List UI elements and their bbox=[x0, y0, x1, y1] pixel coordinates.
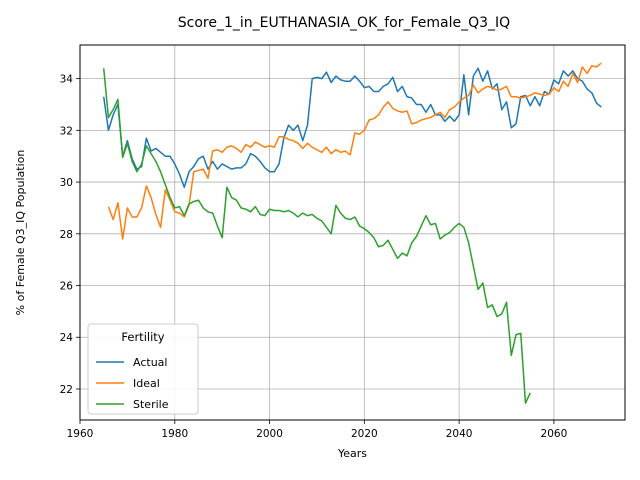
x-axis: 1960 1980 2000 2020 2040 2060 bbox=[67, 420, 568, 440]
y-tick-label: 32 bbox=[60, 125, 73, 137]
legend-label-sterile: Sterile bbox=[133, 398, 169, 411]
series-lines bbox=[102, 62, 602, 404]
series-line-sterile bbox=[102, 68, 531, 404]
x-tick-label: 1960 bbox=[67, 428, 94, 440]
legend-title: Fertility bbox=[121, 330, 164, 344]
x-tick-label: 2060 bbox=[541, 428, 568, 440]
chart-title: Score_1_in_EUTHANASIA_OK_for_Female_Q3_I… bbox=[178, 15, 510, 31]
x-axis-label: Years bbox=[337, 447, 367, 460]
y-tick-label: 22 bbox=[60, 384, 73, 396]
legend: Fertility Actual Ideal Sterile bbox=[87, 323, 199, 415]
y-tick-label: 24 bbox=[60, 332, 74, 344]
x-tick-label: 2000 bbox=[256, 428, 283, 440]
legend-label-actual: Actual bbox=[133, 356, 167, 369]
series-line-ideal bbox=[107, 62, 602, 240]
y-axis: 22 24 26 28 30 32 34 bbox=[60, 74, 80, 396]
series-line-actual bbox=[102, 67, 602, 188]
x-tick-label: 1980 bbox=[161, 428, 188, 440]
y-axis-label: % of Female Q3_IQ Population bbox=[14, 150, 27, 316]
y-tick-label: 30 bbox=[60, 177, 73, 189]
legend-items: Actual Ideal Sterile bbox=[96, 356, 169, 411]
y-tick-label: 26 bbox=[60, 281, 74, 293]
plot-frame bbox=[79, 44, 626, 421]
x-tick-label: 2020 bbox=[351, 428, 378, 440]
x-tick-label: 2040 bbox=[446, 428, 473, 440]
y-tick-label: 28 bbox=[60, 229, 73, 241]
y-tick-label: 34 bbox=[60, 74, 74, 86]
legend-box bbox=[87, 323, 199, 415]
legend-label-ideal: Ideal bbox=[133, 377, 160, 390]
